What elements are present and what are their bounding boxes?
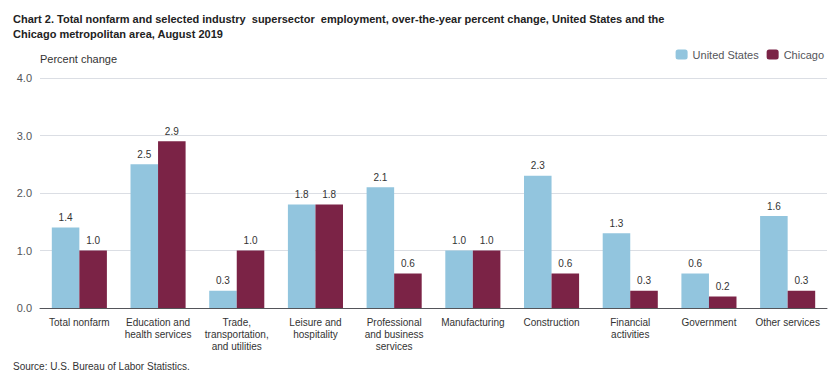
- svg-text:Manufacturing: Manufacturing: [441, 317, 504, 328]
- svg-text:1.6: 1.6: [767, 201, 781, 212]
- svg-text:Financial: Financial: [610, 317, 650, 328]
- svg-text:1.0: 1.0: [244, 235, 258, 246]
- svg-text:2.3: 2.3: [531, 160, 545, 171]
- svg-text:1.0: 1.0: [86, 235, 100, 246]
- svg-text:4.0: 4.0: [17, 72, 32, 84]
- svg-text:Construction: Construction: [523, 317, 579, 328]
- svg-text:and business: and business: [365, 329, 424, 340]
- svg-text:Percent change: Percent change: [40, 53, 117, 65]
- svg-text:2.5: 2.5: [137, 149, 151, 160]
- svg-text:0.2: 0.2: [716, 281, 730, 292]
- svg-text:3.0: 3.0: [17, 130, 32, 142]
- svg-text:Chicago metropolitan area, Aug: Chicago metropolitan area, August 2019: [13, 28, 223, 40]
- svg-text:Education and: Education and: [126, 317, 190, 328]
- svg-text:Government: Government: [681, 317, 736, 328]
- svg-text:activities: activities: [611, 329, 649, 340]
- svg-text:2.0: 2.0: [17, 187, 32, 199]
- svg-text:Chicago: Chicago: [784, 49, 824, 61]
- svg-text:1.8: 1.8: [295, 189, 309, 200]
- svg-text:2.9: 2.9: [165, 126, 179, 137]
- svg-text:1.8: 1.8: [322, 189, 336, 200]
- svg-text:0.3: 0.3: [794, 275, 808, 286]
- svg-text:1.3: 1.3: [610, 218, 624, 229]
- svg-text:Trade,: Trade,: [222, 317, 251, 328]
- svg-text:1.0: 1.0: [480, 235, 494, 246]
- svg-text:Leisure and: Leisure and: [289, 317, 341, 328]
- svg-text:Chart 2. Total nonfarm and sel: Chart 2. Total nonfarm and selected indu…: [13, 13, 664, 25]
- svg-text:0.0: 0.0: [17, 302, 32, 314]
- svg-text:Professional: Professional: [367, 317, 422, 328]
- svg-text:0.6: 0.6: [688, 258, 702, 269]
- svg-text:Other services: Other services: [755, 317, 819, 328]
- svg-text:services: services: [376, 341, 413, 352]
- svg-text:hospitality: hospitality: [293, 329, 337, 340]
- svg-text:2.1: 2.1: [373, 172, 387, 183]
- svg-text:1.0: 1.0: [17, 245, 32, 257]
- svg-text:0.6: 0.6: [401, 258, 415, 269]
- svg-text:transportation,: transportation,: [205, 329, 269, 340]
- svg-text:health services: health services: [125, 329, 192, 340]
- svg-text:and utilities: and utilities: [212, 341, 262, 352]
- svg-text:0.3: 0.3: [637, 275, 651, 286]
- svg-text:Source: U.S. Bureau of Labor S: Source: U.S. Bureau of Labor Statistics.: [13, 361, 190, 372]
- svg-text:0.3: 0.3: [216, 275, 230, 286]
- svg-text:Total nonfarm: Total nonfarm: [49, 317, 110, 328]
- svg-text:0.6: 0.6: [558, 258, 572, 269]
- svg-text:United States: United States: [693, 49, 760, 61]
- svg-text:1.4: 1.4: [59, 212, 73, 223]
- svg-text:1.0: 1.0: [452, 235, 466, 246]
